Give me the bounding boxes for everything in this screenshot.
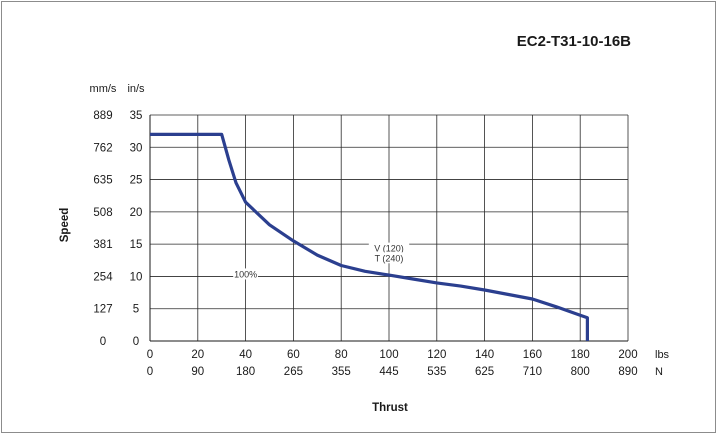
- x-tick-label-lbs: 140: [475, 349, 494, 361]
- annotation-label: 100%: [234, 269, 257, 279]
- annotation-bg: [368, 252, 410, 264]
- x-tick-label-n: 355: [332, 366, 351, 378]
- y-tick-label-in: 30: [130, 142, 143, 154]
- x-tick-label-lbs: 100: [379, 349, 398, 361]
- x-tick-label-n: 625: [475, 366, 494, 378]
- x-tick-label-lbs: 0: [147, 349, 153, 361]
- x-tick-label-lbs: 160: [523, 349, 542, 361]
- tick-labels: 0020904018060265803551004451205351406251…: [93, 110, 637, 378]
- x-tick-label-n: 445: [379, 366, 398, 378]
- y-tick-label-in: 15: [130, 239, 143, 251]
- annotation-label: T (240): [375, 253, 404, 263]
- y-tick-label-mm: 635: [93, 175, 112, 187]
- x-tick-label-n: 0: [147, 366, 153, 378]
- y-tick-label-in: 35: [130, 110, 143, 122]
- x-tick-label-n: 265: [284, 366, 303, 378]
- y-unit-primary: in/s: [127, 83, 145, 95]
- y-unit-secondary: mm/s: [90, 83, 117, 95]
- x-tick-label-lbs: 80: [335, 349, 348, 361]
- x-tick-label-n: 180: [236, 366, 255, 378]
- x-tick-label-lbs: 180: [571, 349, 590, 361]
- y-tick-label-mm: 0: [100, 336, 106, 348]
- x-tick-label-n: 800: [571, 366, 590, 378]
- y-tick-label-in: 10: [130, 271, 143, 283]
- x-tick-label-n: 90: [191, 366, 204, 378]
- y-tick-label-mm: 889: [93, 110, 112, 122]
- x-tick-label-lbs: 200: [618, 349, 637, 361]
- x-tick-label-n: 710: [523, 366, 542, 378]
- annotation-label: V (120): [374, 244, 404, 254]
- series-line-1: [150, 132, 590, 341]
- x-axis-title: Thrust: [372, 402, 408, 414]
- x-tick-label-lbs: 120: [427, 349, 446, 361]
- y-tick-label-in: 5: [133, 304, 139, 316]
- y-tick-label-in: 20: [130, 207, 143, 219]
- chart-grid: [149, 114, 629, 342]
- x-tick-label-n: 890: [618, 366, 637, 378]
- y-tick-label-mm: 762: [93, 142, 112, 154]
- y-tick-label-mm: 508: [93, 207, 112, 219]
- y-tick-label-in: 25: [130, 175, 143, 187]
- x-tick-label-n: 535: [427, 366, 446, 378]
- chart-title: EC2-T31-10-16B: [517, 33, 631, 50]
- x-tick-label-lbs: 40: [239, 349, 252, 361]
- series-layer: [150, 132, 590, 341]
- y-tick-label-mm: 381: [93, 239, 112, 251]
- y-tick-label-in: 0: [133, 336, 139, 348]
- x-tick-label-lbs: 60: [287, 349, 300, 361]
- x-unit-secondary: N: [655, 366, 663, 378]
- annotation-bg: [368, 242, 410, 254]
- x-unit-primary: lbs: [655, 349, 670, 361]
- y-axis-title: Speed: [59, 208, 71, 243]
- annotation-bg: [233, 268, 258, 280]
- y-tick-label-mm: 127: [93, 304, 112, 316]
- annotations: V (120)T (240) 100%: [233, 242, 410, 280]
- x-tick-label-lbs: 20: [191, 349, 204, 361]
- y-tick-label-mm: 254: [93, 271, 113, 283]
